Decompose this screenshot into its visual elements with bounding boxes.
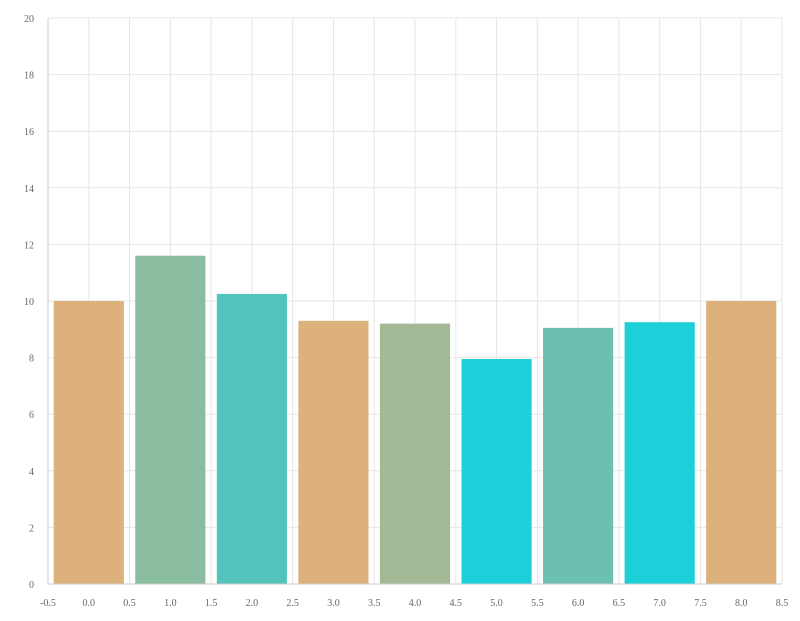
- x-tick-label: 2.5: [286, 598, 299, 609]
- axes: [47, 18, 782, 585]
- y-tick-label: 8: [29, 354, 34, 365]
- bar-2: [216, 293, 287, 584]
- bar-8: [706, 301, 777, 584]
- y-tick-label: 2: [29, 523, 34, 534]
- y-tick-label: 10: [24, 297, 34, 308]
- bar-6: [543, 327, 614, 584]
- bar-7: [624, 322, 695, 584]
- bar-0: [53, 301, 124, 584]
- x-tick-label: 7.0: [653, 598, 666, 609]
- y-tick-label: 4: [29, 467, 34, 478]
- x-tick-label: 6.5: [613, 598, 626, 609]
- bar-4: [379, 323, 451, 584]
- y-tick-label: 0: [29, 580, 34, 591]
- y-tick-label: 20: [24, 14, 34, 25]
- y-tick-label: 18: [24, 71, 34, 82]
- x-tick-label: 5.0: [490, 598, 503, 609]
- x-tick-label: 7.5: [694, 598, 707, 609]
- x-tick-label: 8.5: [776, 598, 789, 609]
- x-tick-labels: -0.5 0.0 0.5 1.0 1.5 2.0 2.5 3.0 3.5 4.0 4.5 5.0 5.5…: [40, 598, 788, 609]
- y-tick-label: 16: [24, 127, 34, 138]
- x-tick-label: 5.5: [531, 598, 544, 609]
- bar-1: [135, 255, 206, 584]
- x-tick-label: 6.0: [572, 598, 585, 609]
- x-tick-label: 0.5: [123, 598, 136, 609]
- x-tick-label: 8.0: [735, 598, 748, 609]
- bars: [53, 255, 777, 584]
- x-tick-label: 3.5: [368, 598, 381, 609]
- x-tick-label: 1.0: [164, 598, 177, 609]
- y-tick-label: 14: [24, 184, 34, 195]
- y-tick-labels: 0 2 4 6 8 10 12 14 16 18 20: [24, 14, 34, 591]
- x-tick-label: 4.0: [409, 598, 422, 609]
- y-tick-label: 6: [29, 410, 34, 421]
- x-tick-label: 0.0: [83, 598, 96, 609]
- x-tick-label: 1.5: [205, 598, 218, 609]
- x-tick-label: 2.0: [246, 598, 259, 609]
- y-tick-label: 12: [24, 240, 34, 251]
- x-tick-label: -0.5: [40, 598, 56, 609]
- bar-3: [298, 320, 369, 584]
- bar-5: [461, 359, 532, 584]
- x-tick-label: 3.0: [327, 598, 340, 609]
- x-tick-label: 4.5: [450, 598, 463, 609]
